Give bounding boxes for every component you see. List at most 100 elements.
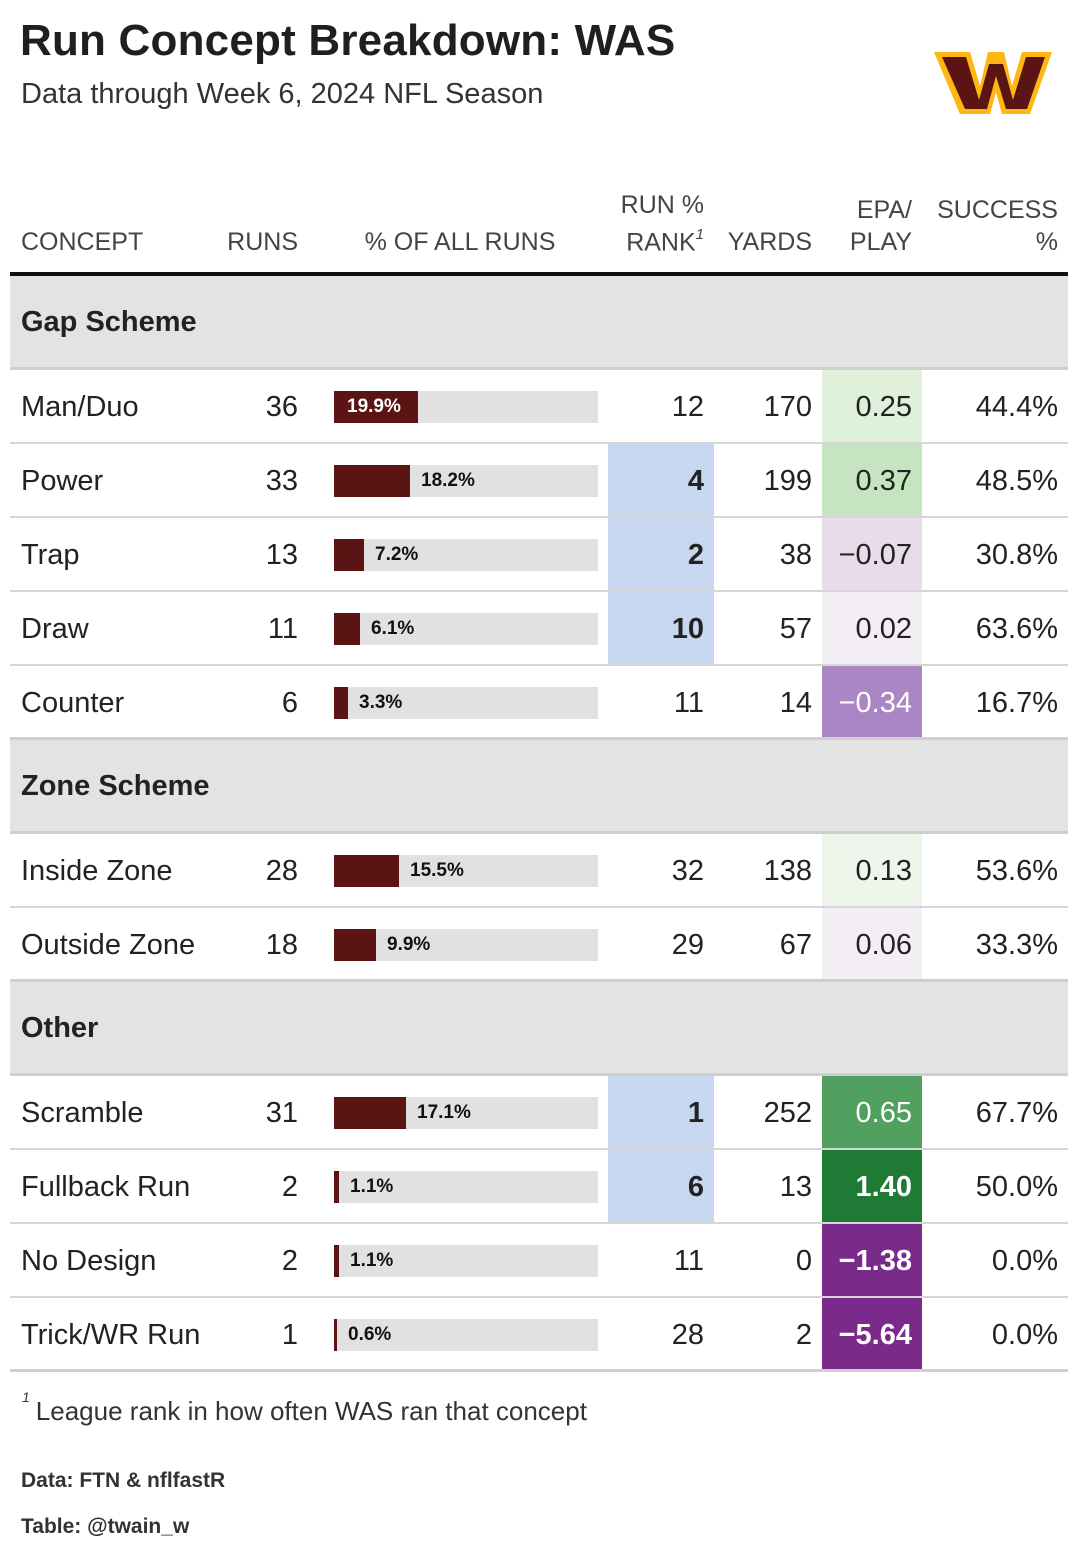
yards-cell: 38	[779, 539, 812, 571]
group-header: Other	[10, 982, 1068, 1076]
run-concept-table: CONCEPT RUNS % OF ALL RUNS RUN % RANK1 Y…	[10, 190, 1068, 1372]
concept-cell: Man/Duo	[21, 391, 139, 423]
table-row: Man/Duo 36 19.9% 12 170 0.25 44.4%	[10, 370, 1068, 444]
table-row: Scramble 31 17.1% 1 252 0.65 67.7%	[10, 1076, 1068, 1150]
table-row: Power 33 18.2% 4 199 0.37 48.5%	[10, 444, 1068, 518]
success-cell: 0.0%	[991, 1245, 1058, 1277]
pct-bar	[334, 1097, 406, 1129]
pct-bar-label: 17.1%	[417, 1102, 471, 1123]
pct-bar-label: 0.6%	[348, 1324, 392, 1345]
pct-bar-track: 9.9%	[334, 929, 598, 961]
pct-bar	[334, 929, 376, 961]
group-name: Zone Scheme	[21, 770, 210, 802]
pct-bar	[334, 465, 410, 497]
rank-cell: 10	[608, 592, 714, 664]
pct-bar	[334, 855, 399, 887]
table-row: Inside Zone 28 15.5% 32 138 0.13 53.6%	[10, 834, 1068, 908]
table-body: Gap Scheme Man/Duo 36 19.9% 12 170 0.25 44.4% Po…	[10, 276, 1068, 1372]
runs-cell: 28	[265, 855, 298, 887]
header-concept: CONCEPT	[21, 228, 144, 256]
footnote-mark: 1	[22, 1389, 30, 1406]
rank-cell: 11	[673, 687, 704, 719]
table-row: Fullback Run 2 1.1% 6 13 1.40 50.0%	[10, 1150, 1068, 1224]
rank-cell: 2	[608, 518, 714, 590]
yards-cell: 57	[779, 613, 812, 645]
concept-cell: No Design	[21, 1245, 157, 1277]
header-yards: YARDS	[727, 228, 812, 256]
pct-bar-track: 19.9%	[334, 391, 598, 423]
pct-bar	[334, 539, 364, 571]
epa-cell: 1.40	[822, 1150, 922, 1222]
table-row: Draw 11 6.1% 10 57 0.02 63.6%	[10, 592, 1068, 666]
rank-cell: 11	[673, 1245, 704, 1277]
concept-cell: Fullback Run	[21, 1171, 191, 1203]
table-row: Trap 13 7.2% 2 38 −0.07 30.8%	[10, 518, 1068, 592]
rank-cell: 4	[608, 444, 714, 516]
header-success-pct: SUCCESS %	[922, 194, 1058, 258]
success-cell: 63.6%	[975, 613, 1058, 645]
header-epa-per-play: EPA/ PLAY	[822, 194, 912, 258]
epa-cell: 0.25	[822, 370, 922, 442]
pct-bar-label: 18.2%	[421, 470, 475, 491]
epa-cell: 0.65	[822, 1076, 922, 1148]
yards-cell: 2	[795, 1319, 812, 1351]
concept-cell: Outside Zone	[21, 929, 196, 961]
pct-bar	[334, 687, 348, 719]
yards-cell: 67	[779, 929, 812, 961]
pct-bar-label: 6.1%	[371, 618, 415, 639]
pct-bar-label: 15.5%	[410, 860, 464, 881]
pct-bar-label: 3.3%	[359, 692, 403, 713]
pct-bar-track: 17.1%	[334, 1097, 598, 1129]
runs-cell: 6	[281, 687, 298, 719]
pct-bar	[334, 1245, 339, 1277]
header-runs: RUNS	[227, 228, 298, 256]
runs-cell: 36	[265, 391, 298, 423]
pct-bar-track: 15.5%	[334, 855, 598, 887]
rank-cell: 32	[671, 855, 704, 887]
header-rank-footnote-mark: 1	[695, 225, 704, 243]
rank-cell: 1	[608, 1076, 714, 1148]
yards-cell: 170	[763, 391, 812, 423]
epa-cell: 0.37	[822, 444, 922, 516]
pct-bar-track: 0.6%	[334, 1319, 598, 1351]
concept-cell: Counter	[21, 687, 125, 719]
yards-cell: 13	[779, 1171, 812, 1203]
header-rank-line1: RUN %	[620, 190, 704, 219]
concept-cell: Trick/WR Run	[21, 1319, 201, 1351]
success-cell: 50.0%	[975, 1171, 1058, 1203]
epa-cell: −0.34	[822, 666, 922, 737]
yards-cell: 0	[795, 1245, 812, 1277]
pct-bar-label: 7.2%	[375, 544, 419, 565]
data-credit: Data: FTN & nflfastR	[21, 1469, 226, 1492]
group-header: Zone Scheme	[10, 740, 1068, 834]
pct-bar-label: 1.1%	[350, 1176, 394, 1197]
epa-cell: 0.02	[822, 592, 922, 664]
header-success-line2: %	[1035, 228, 1058, 256]
page-subtitle: Data through Week 6, 2024 NFL Season	[21, 78, 544, 110]
pct-bar-track: 18.2%	[334, 465, 598, 497]
group-header: Gap Scheme	[10, 276, 1068, 370]
epa-cell: −0.07	[822, 518, 922, 590]
header-success-line1: SUCCESS	[937, 196, 1058, 224]
rank-cell: 29	[671, 929, 704, 961]
success-cell: 44.4%	[975, 391, 1058, 423]
header-rank-line2: RANK	[626, 228, 696, 256]
team-logo	[934, 52, 1052, 114]
concept-cell: Scramble	[21, 1097, 144, 1129]
success-cell: 53.6%	[975, 855, 1058, 887]
footnote-text: League rank in how often WAS ran that co…	[35, 1396, 587, 1426]
pct-bar-track: 6.1%	[334, 613, 598, 645]
runs-cell: 1	[281, 1319, 298, 1351]
success-cell: 48.5%	[975, 465, 1058, 497]
pct-bar-track: 1.1%	[334, 1245, 598, 1277]
table-credit: Table: @twain_w	[21, 1515, 190, 1538]
success-cell: 16.7%	[975, 687, 1058, 719]
table-row: No Design 2 1.1% 11 0 −1.38 0.0%	[10, 1224, 1068, 1298]
runs-cell: 11	[267, 613, 298, 645]
pct-bar-label: 19.9%	[347, 396, 401, 417]
header-epa-line1: EPA/	[856, 196, 912, 224]
pct-bar-label: 1.1%	[350, 1250, 394, 1271]
footnote: 1 League rank in how often WAS ran that c…	[22, 1389, 587, 1427]
table-row: Trick/WR Run 1 0.6% 28 2 −5.64 0.0%	[10, 1298, 1068, 1372]
pct-bar	[334, 391, 418, 423]
